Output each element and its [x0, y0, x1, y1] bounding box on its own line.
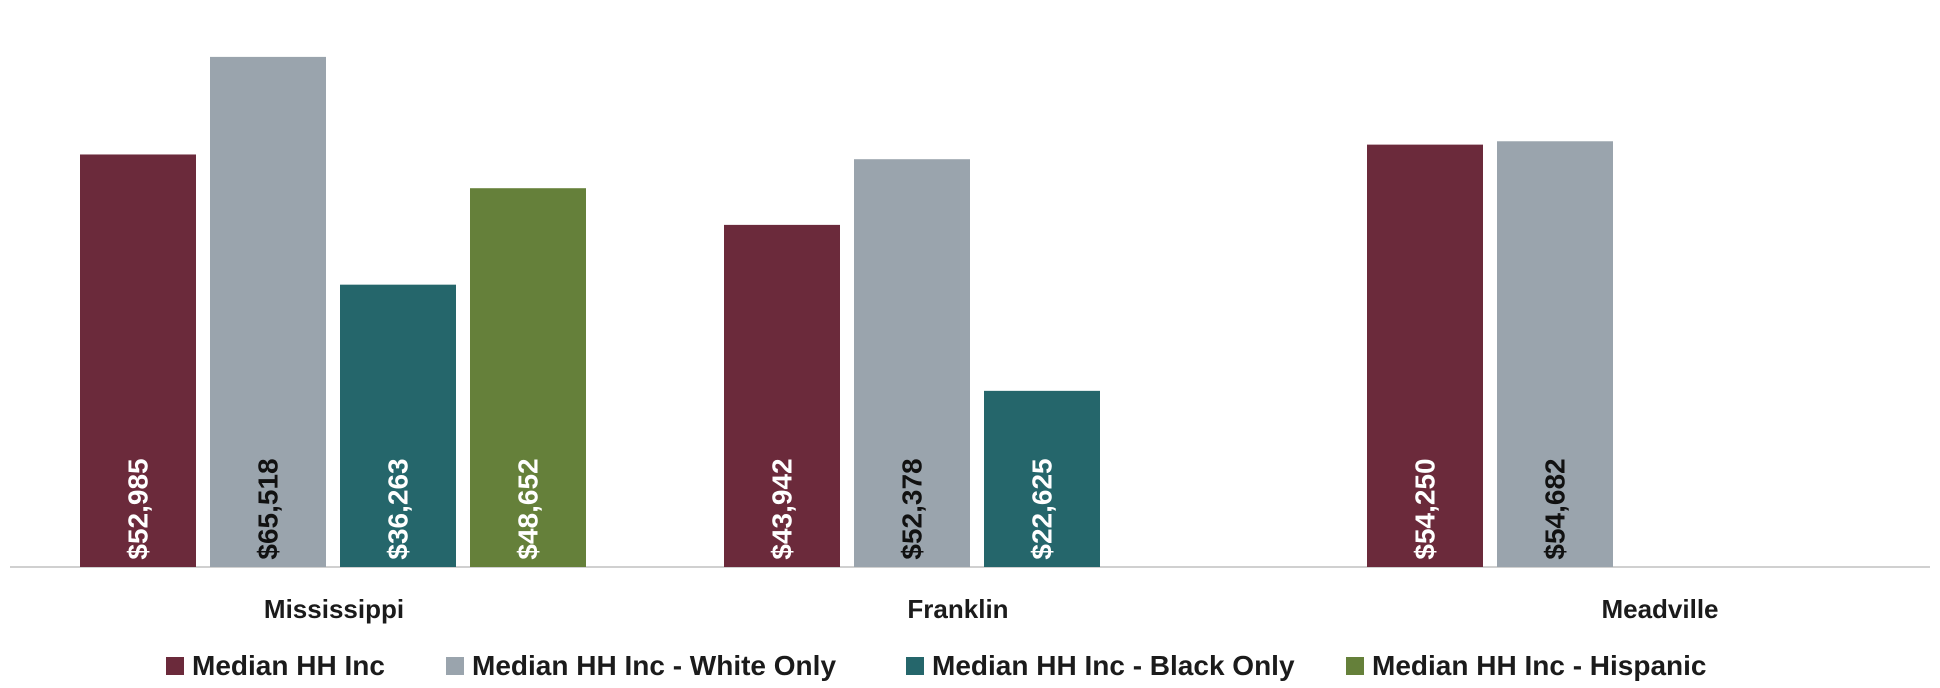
category-label-franklin: Franklin: [907, 594, 1008, 624]
bar-mississippi-series-0: [80, 154, 196, 567]
category-label-mississippi: Mississippi: [264, 594, 404, 624]
legend-label: Median HH Inc - Black Only: [932, 650, 1295, 681]
data-label: $43,942: [767, 458, 798, 559]
legend-item-median-hh-inc: Median HH Inc: [166, 648, 385, 684]
data-label: $36,263: [383, 458, 414, 559]
legend-swatch-median-hh-inc-hispanic: [1346, 657, 1364, 675]
bar-meadville-series-0: [1367, 144, 1483, 567]
legend-swatch-median-hh-inc-white-only: [446, 657, 464, 675]
legend-swatch-median-hh-inc: [166, 657, 184, 675]
legend-item-median-hh-inc-hispanic: Median HH Inc - Hispanic: [1346, 648, 1707, 684]
legend-swatch-median-hh-inc-black-only: [906, 657, 924, 675]
data-label: $52,378: [897, 458, 928, 559]
bar-mississippi-series-2: [340, 284, 456, 567]
legend: Median HH Inc Median HH Inc - White Only…: [0, 648, 1940, 684]
legend-item-median-hh-inc-white-only: Median HH Inc - White Only: [446, 648, 836, 684]
data-label: $52,985: [123, 458, 154, 559]
bar-franklin-series-2: [984, 390, 1100, 567]
legend-item-median-hh-inc-black-only: Median HH Inc - Black Only: [906, 648, 1295, 684]
category-label-meadville: Meadville: [1601, 594, 1718, 624]
data-label: $22,625: [1027, 458, 1058, 559]
legend-label: Median HH Inc - Hispanic: [1372, 650, 1707, 681]
legend-label: Median HH Inc - White Only: [472, 650, 837, 681]
data-label: $54,250: [1410, 458, 1441, 559]
bar-meadville-series-1: [1497, 141, 1613, 567]
bar-mississippi-series-1: [210, 56, 326, 568]
data-label: $65,518: [253, 458, 284, 559]
bar-franklin-series-1: [854, 159, 970, 567]
data-label: $48,652: [513, 458, 544, 559]
bar-mississippi-series-3: [470, 188, 586, 568]
legend-label: Median HH Inc: [192, 650, 385, 681]
bar-franklin-series-0: [724, 224, 840, 568]
data-label: $54,682: [1540, 458, 1571, 559]
